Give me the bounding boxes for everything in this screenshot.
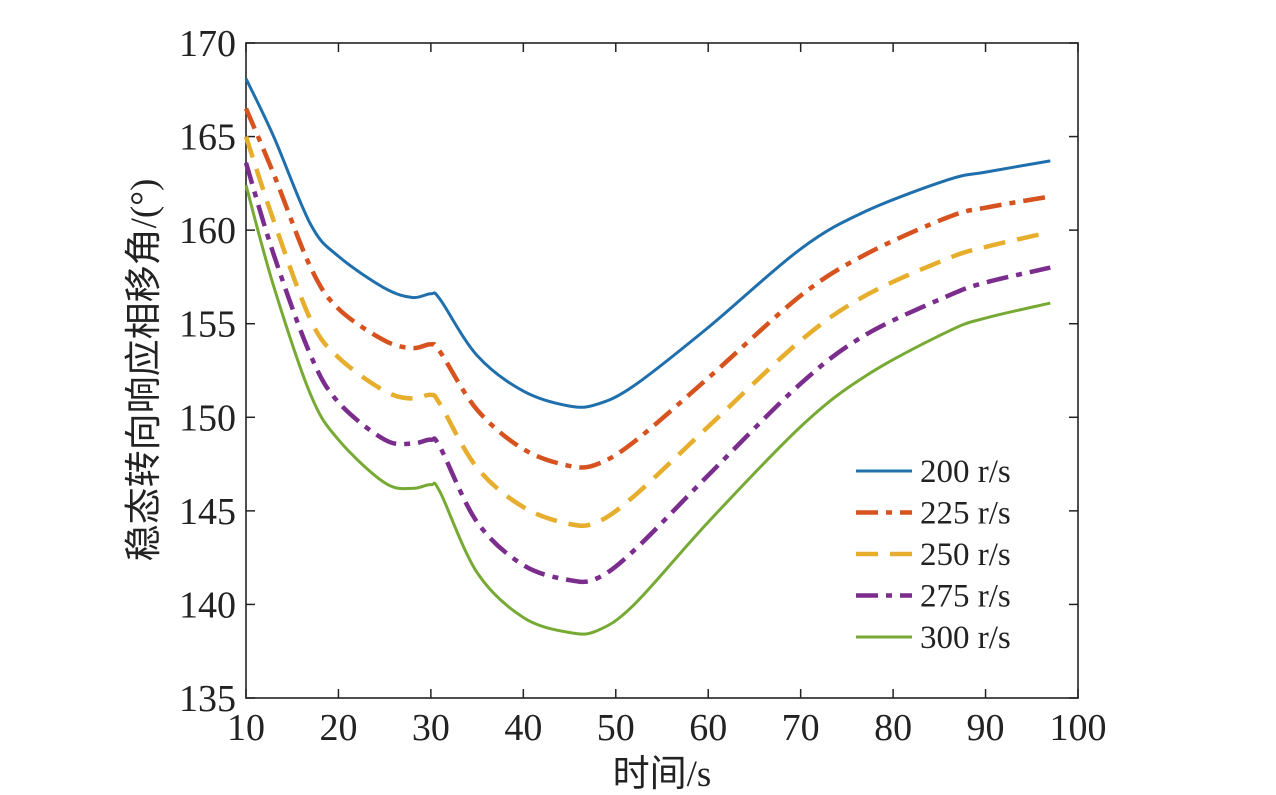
y-axis-label: 稳态转向响应相移角/(°) — [123, 179, 165, 562]
x-tick-label: 10 — [227, 707, 265, 749]
x-axis-label: 时间/s — [613, 754, 712, 795]
legend-label-1: 200 r/s — [920, 454, 1011, 490]
series-line-4 — [243, 162, 1051, 585]
x-tick-label: 70 — [782, 707, 820, 749]
y-tick-label: 145 — [179, 491, 236, 533]
x-tick-label: 40 — [504, 707, 542, 749]
x-tick-label: 90 — [967, 707, 1005, 749]
series-line-3 — [243, 135, 1051, 528]
x-tick-label: 80 — [874, 707, 912, 749]
y-tick-label: 170 — [179, 23, 236, 65]
x-tick-label: 60 — [689, 707, 727, 749]
legend: 200 r/s 225 r/s 250 r/s 275 r/s 300 r/s — [856, 454, 1011, 656]
x-tick-label: 100 — [1050, 707, 1107, 749]
series-line-1 — [244, 77, 1051, 409]
y-tick-label: 155 — [179, 304, 236, 346]
legend-label-3: 250 r/s — [920, 537, 1011, 573]
y-tick-label: 160 — [179, 210, 236, 252]
y-tick-label: 140 — [179, 584, 236, 626]
series-line-5 — [244, 184, 1051, 636]
y-tick-label: 165 — [179, 117, 236, 159]
x-tick-label: 50 — [597, 707, 635, 749]
plot-area — [245, 42, 1079, 699]
y-tick-label: 150 — [179, 397, 236, 439]
y-tick-label: 135 — [179, 678, 236, 720]
x-tick-label: 30 — [412, 707, 450, 749]
ticks-layer: 10 20 30 40 50 60 70 80 90 100 135 140 145 150 155 160 1… — [179, 23, 1107, 749]
series-layer — [243, 77, 1051, 636]
legend-label-2: 225 r/s — [920, 496, 1011, 532]
legend-label-4: 275 r/s — [920, 579, 1011, 615]
legend-label-5: 300 r/s — [920, 620, 1011, 656]
x-tick-label: 20 — [319, 707, 357, 749]
series-line-2 — [243, 107, 1051, 470]
